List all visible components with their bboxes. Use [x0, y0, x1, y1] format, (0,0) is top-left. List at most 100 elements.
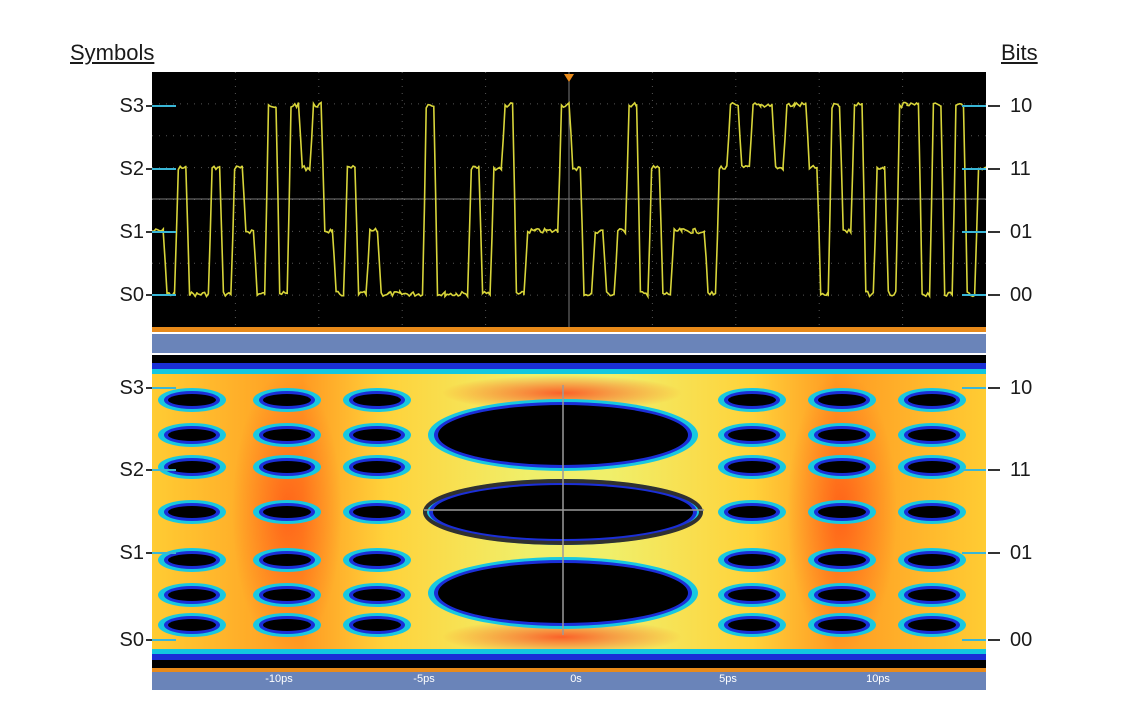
eye-crossing-opening [343, 548, 411, 572]
level-marker [962, 639, 986, 641]
level-tick [988, 639, 1000, 641]
x-tick-label: -10ps [265, 673, 293, 685]
x-tick-label: 0s [570, 673, 582, 685]
eye-crossing-opening [253, 388, 321, 412]
eye-crossing-opening [898, 455, 966, 479]
eye-diagram-display [152, 355, 986, 668]
eye-crossing-opening [343, 423, 411, 447]
level-tick [988, 552, 1000, 554]
eye-crossing-opening [343, 455, 411, 479]
trigger-marker [564, 74, 574, 82]
eye-crossing-opening [158, 613, 226, 637]
eye-crossing-opening [808, 423, 876, 447]
level-tick [146, 294, 156, 296]
eye-crossing-opening [808, 388, 876, 412]
bits-label-11: 11 [1010, 459, 1031, 481]
level-marker [962, 231, 986, 233]
eye-crossing-opening [343, 613, 411, 637]
bits-label-10: 10 [1010, 377, 1033, 399]
level-tick [146, 639, 156, 641]
eye-crossing-opening [253, 613, 321, 637]
bits-header: Bits [1001, 40, 1038, 65]
eye-crossing-opening [898, 500, 966, 524]
level-tick [146, 469, 156, 471]
level-marker [152, 231, 176, 233]
eye-crossing-opening [158, 455, 226, 479]
symbol-label-s0: S0 [119, 284, 144, 306]
eye-crossing-opening [898, 548, 966, 572]
level-tick [146, 168, 156, 170]
level-marker [152, 552, 176, 554]
waveform-display [152, 72, 986, 327]
eye-crossing-opening [253, 548, 321, 572]
waveform-record-bar [152, 327, 986, 332]
level-tick [146, 231, 156, 233]
symbol-label-s3: S3 [119, 95, 144, 117]
bits-label-10: 10 [1010, 95, 1033, 117]
eye-crossing-opening [718, 423, 786, 447]
level-marker [152, 168, 176, 170]
eye-crossing-opening [898, 423, 966, 447]
eye-crossing-opening [158, 500, 226, 524]
eye-crossing-opening [808, 455, 876, 479]
level-tick [988, 294, 1000, 296]
eye-record-bar [152, 668, 986, 672]
symbol-label-s1: S1 [119, 542, 144, 564]
bits-label-01: 01 [1010, 221, 1033, 243]
eye-crossing-opening [158, 548, 226, 572]
eye-crossing-opening [808, 583, 876, 607]
eye-crossing-opening [253, 583, 321, 607]
eye-crossing-opening [718, 548, 786, 572]
symbols-header: Symbols [70, 40, 155, 65]
level-tick [146, 105, 156, 107]
eye-crossing-opening [343, 583, 411, 607]
bits-label-11: 11 [1010, 158, 1031, 180]
level-marker [152, 469, 176, 471]
x-tick-label: 5ps [719, 673, 737, 685]
eye-crossing-opening [898, 388, 966, 412]
level-tick [988, 168, 1000, 170]
panel-divider-strip [152, 334, 986, 353]
bits-label-00: 00 [1010, 629, 1033, 651]
eye-crossing-opening [343, 500, 411, 524]
eye-crossing-opening [808, 613, 876, 637]
level-marker [152, 294, 176, 296]
x-tick-label: -5ps [413, 673, 435, 685]
eye-crossing-opening [253, 500, 321, 524]
eye-crossing-opening [253, 423, 321, 447]
eye-crossing-opening [158, 388, 226, 412]
level-tick [146, 552, 156, 554]
bits-label-00: 00 [1010, 284, 1033, 306]
eye-crossing-opening [808, 548, 876, 572]
level-tick [988, 469, 1000, 471]
level-tick [146, 387, 156, 389]
level-marker [962, 552, 986, 554]
eye-crossing-opening [718, 388, 786, 412]
eye-crossing-opening [158, 423, 226, 447]
symbol-label-s1: S1 [119, 221, 144, 243]
eye-crossing-opening [898, 583, 966, 607]
time-axis: -10ps -5ps 0s 5ps 10ps [152, 672, 986, 690]
level-marker [962, 105, 986, 107]
eye-crossing-opening [898, 613, 966, 637]
symbol-label-s2: S2 [119, 158, 144, 180]
symbol-label-s0: S0 [119, 629, 144, 651]
x-tick-label: 10ps [866, 673, 890, 685]
symbol-label-s3: S3 [119, 377, 144, 399]
eye-crossing-opening [718, 613, 786, 637]
level-tick [988, 231, 1000, 233]
level-marker [962, 469, 986, 471]
eye-crossing-opening [808, 500, 876, 524]
level-marker [152, 105, 176, 107]
bits-label-01: 01 [1010, 542, 1033, 564]
eye-crossing-opening [718, 583, 786, 607]
signal-trace [152, 100, 986, 300]
eye-crossing-opening [253, 455, 321, 479]
level-marker [962, 168, 986, 170]
eye-crossing-opening [718, 455, 786, 479]
eye-crossing-opening [718, 500, 786, 524]
level-tick [988, 387, 1000, 389]
level-marker [152, 387, 176, 389]
level-marker [152, 639, 176, 641]
eye-crossing-opening [343, 388, 411, 412]
